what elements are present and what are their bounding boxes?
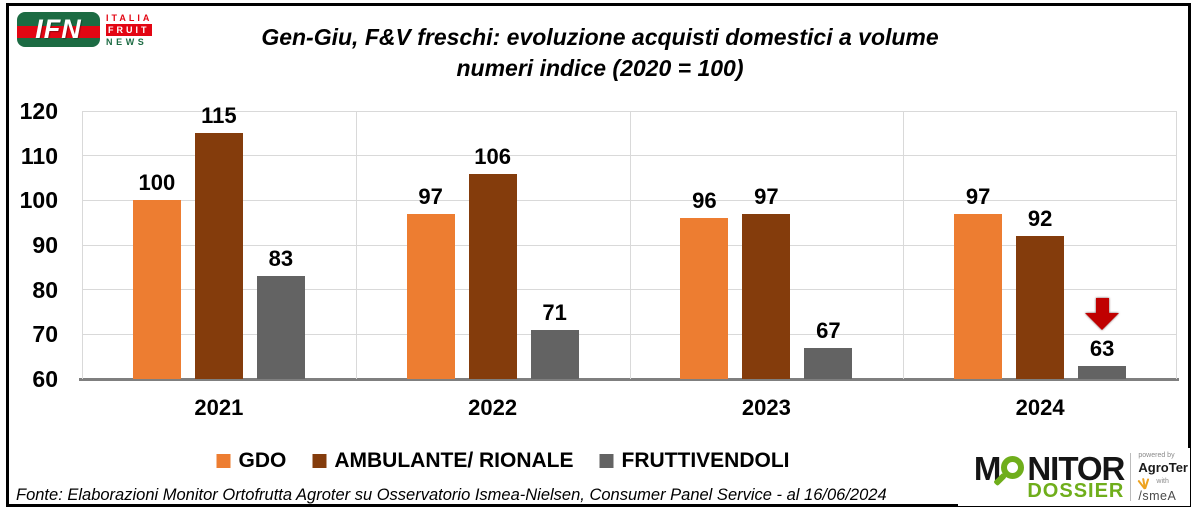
page-border <box>6 3 1191 507</box>
source-note: Fonte: Elaborazioni Monitor Ortofrutta A… <box>16 486 887 504</box>
monitor-word-rest: NITOR <box>1027 449 1125 487</box>
bar-value-label: 71 <box>542 299 567 325</box>
x-axis: 2021 2022 2023 2024 <box>82 395 1177 425</box>
x-axis-label: 2024 <box>1015 395 1065 420</box>
legend-item: FRUTTIVENDOLI <box>599 449 790 473</box>
bar <box>1078 365 1127 379</box>
with-label: with <box>1156 478 1169 485</box>
bar <box>132 200 181 379</box>
bar-value-label: 67 <box>816 317 841 343</box>
dossier-word: DOSSIER <box>1027 479 1125 502</box>
chart-title-line1: Gen-Giu, F&V freschi: evoluzione acquist… <box>261 24 939 50</box>
legend-item: AMBULANTE/ RIONALE <box>312 449 574 473</box>
plot-area: 100 115 83 97 106 71 96 97 67 97 92 63 <box>79 103 1179 381</box>
bar <box>194 133 243 379</box>
y-axis-label: 60 <box>32 366 58 392</box>
monitor-dossier-wordmark: M NITOR DOSSIER <box>974 449 1126 502</box>
gridline-vertical <box>355 111 357 379</box>
x-axis-label: 2022 <box>468 395 518 420</box>
bar-value-label: 97 <box>754 183 779 209</box>
bar-value-label: 63 <box>1089 335 1115 361</box>
chart-title-line2: numeri indice (2020 = 100) <box>456 55 744 81</box>
legend-label: GDO <box>238 449 287 472</box>
bar-value-label: 97 <box>418 183 443 209</box>
bar <box>680 218 729 379</box>
y-axis-label: 90 <box>32 232 58 258</box>
y-axis-label: 100 <box>19 187 58 214</box>
ifn-logo-news: NEWS <box>106 36 148 47</box>
agroter-name: AgroTer <box>1138 459 1188 475</box>
monitor-dossier-logo: M NITOR DOSSIER powered by AgroTer with … <box>958 448 1190 506</box>
chart-title: Gen-Giu, F&V freschi: evoluzione acquist… <box>160 22 1040 84</box>
ifn-logo-italia: ITALIA <box>106 12 153 23</box>
legend-label: FRUTTIVENDOLI <box>621 449 790 472</box>
bar <box>256 276 305 379</box>
y-axis-label: 110 <box>20 142 58 169</box>
legend-swatch <box>599 454 614 468</box>
bar-value-label: 83 <box>268 246 294 272</box>
bar <box>1016 236 1065 379</box>
x-axis-label: 2023 <box>741 395 791 420</box>
gridline-vertical <box>629 111 631 379</box>
bar <box>804 347 853 379</box>
y-axis: 60 70 80 90 100 110 120 <box>0 98 58 392</box>
ifn-logo-icon: IFN <box>17 12 100 47</box>
bar-value-label: 106 <box>474 143 511 169</box>
bar-value-label: 92 <box>1027 206 1053 232</box>
gridline-vertical <box>82 111 83 379</box>
ifn-logo-text: ITALIA FRUIT NEWS <box>106 13 152 47</box>
bar <box>406 213 455 379</box>
ifn-logo: IFN ITALIA FRUIT NEWS <box>17 12 152 47</box>
monitor-word: M NITOR <box>974 449 1125 487</box>
x-axis-label: 2021 <box>194 395 244 420</box>
bar-value-label: 100 <box>138 170 176 196</box>
y-axis-label: 80 <box>32 276 58 303</box>
y-axis-label: 70 <box>32 321 58 348</box>
bar <box>742 213 791 379</box>
powered-by-block: powered by AgroTer with /smeA <box>1130 451 1188 503</box>
legend-swatch <box>312 454 327 468</box>
magnifier-icon <box>993 456 1026 487</box>
legend-item: GDO <box>216 449 287 473</box>
bar <box>530 329 579 379</box>
gridline-vertical <box>903 111 905 379</box>
bar-value-label: 96 <box>692 188 717 214</box>
bar <box>468 173 517 379</box>
ismea-name: /smeA <box>1138 488 1177 503</box>
legend-swatch <box>216 454 231 468</box>
ifn-logo-fruit: FRUIT <box>106 23 152 36</box>
bar-value-label: 97 <box>965 183 991 209</box>
ismea-row: with <box>1137 476 1188 490</box>
bar <box>954 213 1003 379</box>
gridline-vertical <box>1176 111 1177 379</box>
powered-by-label: powered by <box>1138 451 1175 459</box>
chart-legend: GDO AMBULANTE/ RIONALE FRUTTIVENDOLI <box>216 449 790 473</box>
bar-value-label: 115 <box>201 103 237 129</box>
x-axis-baseline <box>79 378 1179 381</box>
y-axis-label: 120 <box>19 98 58 124</box>
wheat-icon <box>1137 476 1151 490</box>
decline-arrow-icon <box>1085 297 1120 330</box>
legend-label: AMBULANTE/ RIONALE <box>334 449 574 472</box>
